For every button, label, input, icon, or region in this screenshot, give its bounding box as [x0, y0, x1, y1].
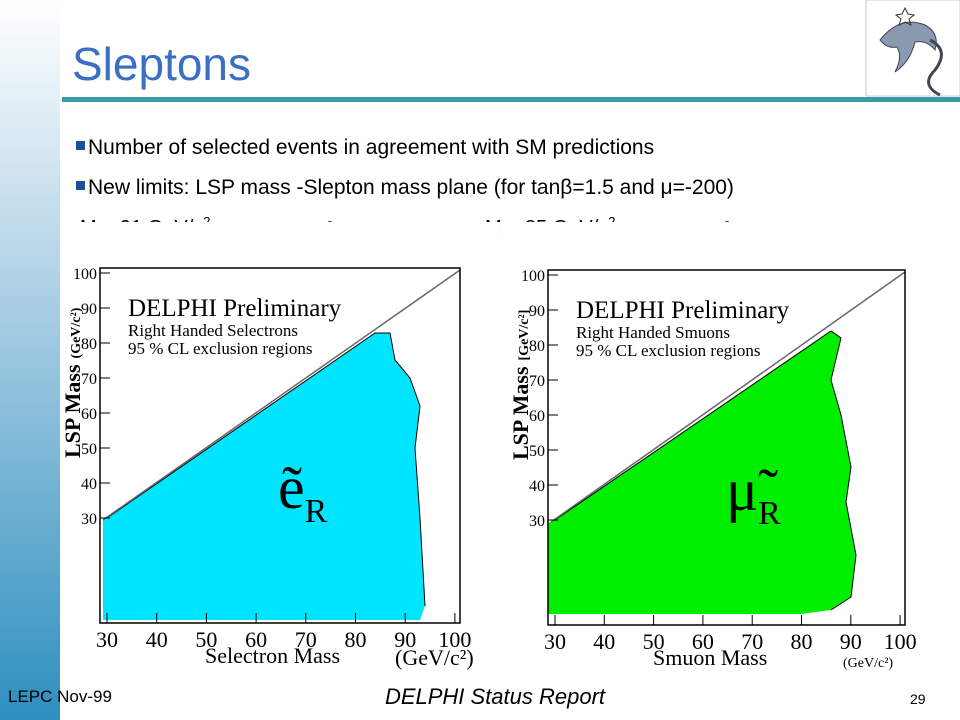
footer-center: DELPHI Status Report — [385, 684, 606, 709]
title-rule — [62, 97, 960, 102]
y-tick-label: 70 — [529, 373, 545, 390]
plot-frame — [547, 269, 906, 626]
y-tick-label: 80 — [81, 336, 97, 353]
y-axis-label: LSP Mass (GeV/c²) — [60, 307, 85, 458]
y-tick-label: 80 — [529, 338, 545, 355]
page-number: 29 — [910, 691, 926, 707]
region-boundary — [554, 330, 857, 611]
y-tick-label: 30 — [529, 513, 545, 530]
y-tick-label: 100 — [521, 268, 545, 285]
region-boundary — [106, 332, 426, 607]
plot-subtitle: Right Handed Smuons — [576, 323, 730, 342]
exclusion-region — [548, 331, 856, 614]
x-tick-label: 100 — [884, 629, 917, 654]
exclusion-region — [103, 333, 425, 620]
slide-title: Sleptons — [72, 38, 251, 90]
x-tick-label: 30 — [544, 629, 566, 654]
bullet-marker — [76, 181, 85, 190]
plot-subtitle: Right Handed Selectrons — [128, 321, 298, 340]
kinematic-limit — [550, 271, 906, 523]
y-axis-label: LSP Mass [GeV/c²] — [508, 310, 533, 460]
plot-title: DELPHI Preliminary — [128, 295, 342, 322]
plot: 30 40 50 60 70 80 90 100 30 40 50 60 70 80 90 100 DELPHI… — [503, 222, 949, 671]
x-tick-label: 40 — [146, 627, 168, 652]
footer-left: LEPC Nov-99 — [8, 687, 112, 706]
region-label: ẽR — [278, 455, 328, 530]
x-axis-unit: (GeV/c²) — [843, 656, 893, 671]
x-tick-label: 40 — [593, 629, 615, 654]
x-tick-label: 30 — [96, 627, 118, 652]
plot: 30 40 50 60 70 80 90 100 30 40 50 60 70 80 90 100 DELPHI… — [60, 222, 500, 670]
logo — [865, 0, 960, 97]
region-sub: R — [305, 493, 328, 530]
x-axis-title: Selectron Mass — [205, 643, 340, 668]
y-axis-title: LSP Mass — [508, 366, 533, 460]
y-tick-label: 50 — [529, 443, 545, 460]
x-tick-label: 90 — [394, 627, 416, 652]
plot-note: 95 % CL exclusion regions — [576, 341, 760, 360]
plot-frame — [99, 267, 461, 624]
x-tick-label: 80 — [791, 629, 813, 654]
y-tick-label: 40 — [529, 478, 545, 495]
y-axis-title: LSP Mass — [60, 364, 85, 458]
plot-title: DELPHI Preliminary — [576, 297, 790, 324]
y-tick-label: 60 — [529, 408, 545, 425]
x-axis-unit: (GeV/c²) — [395, 645, 474, 670]
x-tick-label: 50 — [643, 629, 665, 654]
y-axis-unit: [GeV/c²] — [517, 310, 532, 361]
y-tick-label: 90 — [529, 303, 545, 320]
kinematic-limit — [102, 269, 461, 521]
region-sub: R — [758, 495, 781, 532]
bullet: New limits: LSP mass -Slepton mass plane… — [88, 176, 734, 199]
y-tick-label: 70 — [81, 371, 97, 388]
bullet: Number of selected events in agreement w… — [88, 136, 654, 159]
x-tick-label: 90 — [840, 629, 862, 654]
region-symbol: ẽ — [278, 455, 305, 521]
x-tick-label: 100 — [438, 627, 471, 652]
limit-sup: 2 — [608, 214, 615, 229]
y-tick-label: 30 — [81, 511, 97, 528]
bullet-marker — [76, 141, 85, 150]
y-tick-label: 40 — [81, 476, 97, 493]
x-tick-label: 80 — [345, 627, 367, 652]
x-tick-label: 50 — [195, 627, 217, 652]
limit-sup: 2 — [203, 214, 210, 229]
y-tick-label: 60 — [81, 406, 97, 423]
x-tick-label: 70 — [295, 627, 317, 652]
y-axis-unit: (GeV/c²) — [69, 307, 84, 358]
side-bar — [0, 0, 60, 720]
y-tick-label: 90 — [81, 301, 97, 318]
y-tick-label: 50 — [81, 441, 97, 458]
x-tick-label: 60 — [692, 629, 714, 654]
plot-note: 95 % CL exclusion regions — [128, 339, 312, 358]
y-tick-label: 100 — [73, 266, 97, 283]
x-axis-title: Smuon Mass — [653, 645, 767, 670]
x-tick-label: 70 — [741, 629, 763, 654]
x-tick-label: 60 — [245, 627, 267, 652]
